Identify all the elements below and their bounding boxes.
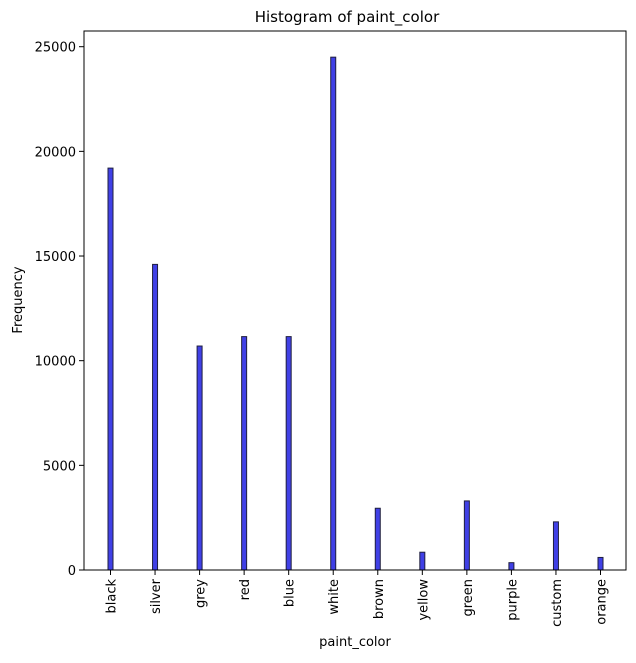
bar-orange <box>597 556 604 571</box>
y-tick-label: 10000 <box>35 355 76 370</box>
bar-green <box>463 500 470 571</box>
bar-blue <box>285 336 292 571</box>
plot-frame <box>83 30 627 571</box>
bar-silver <box>152 263 159 571</box>
y-axis-ticks: 0 5000 10000 15000 20000 25000 <box>35 41 84 579</box>
x-tick-label: red <box>238 579 253 600</box>
x-tick-label: orange <box>595 579 610 625</box>
x-axis-title: paint_color <box>319 635 391 650</box>
y-tick-label: 5000 <box>43 459 76 474</box>
x-tick-label: white <box>327 579 342 615</box>
bar-white <box>330 56 337 571</box>
y-tick-label: 20000 <box>35 145 76 160</box>
y-axis-title: Frequency <box>11 266 26 333</box>
x-tick-label: purple <box>505 579 520 621</box>
x-tick-label: blue <box>283 579 298 607</box>
bar-grey <box>196 345 203 571</box>
x-tick-label: black <box>105 579 120 614</box>
x-tick-label: grey <box>194 579 209 608</box>
x-tick-label: brown <box>372 579 387 619</box>
bars-layer <box>107 56 604 571</box>
y-tick-label: 0 <box>68 564 76 579</box>
bar-purple <box>508 562 515 571</box>
bar-brown <box>374 507 381 571</box>
x-tick-label: custom <box>550 579 565 627</box>
y-tick-label: 25000 <box>35 41 76 56</box>
bar-red <box>241 336 248 571</box>
x-tick-label: green <box>461 579 476 617</box>
x-tick-label: yellow <box>416 579 431 621</box>
bar-black <box>107 167 114 571</box>
bar-custom <box>552 521 559 571</box>
x-axis-ticks: black silver grey red blue white brown yellow gr… <box>105 570 610 627</box>
bar-yellow <box>419 551 426 571</box>
x-tick-label: silver <box>149 578 164 614</box>
y-tick-label: 15000 <box>35 250 76 265</box>
chart-title: Histogram of paint_color <box>255 8 440 27</box>
